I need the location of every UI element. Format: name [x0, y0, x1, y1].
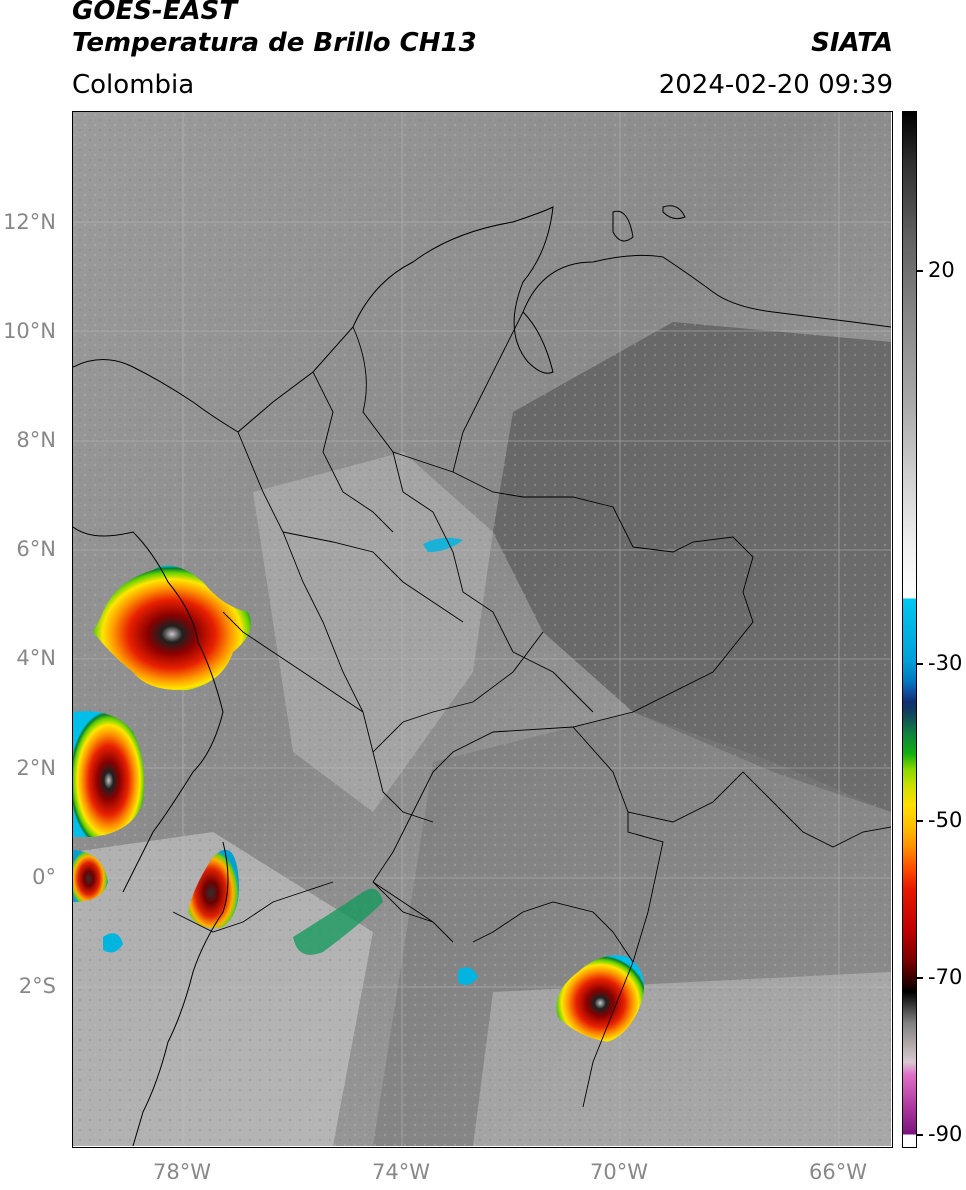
- admin-borders: [172, 311, 892, 1108]
- coastlines: [72, 205, 892, 1147]
- colorbar-label-20: 20: [928, 258, 955, 282]
- source-label: SIATA: [811, 28, 893, 58]
- storm-pacific-south: [73, 850, 108, 902]
- lon-label-70W: 70°W: [590, 1160, 648, 1184]
- lon-label-66W: 66°W: [809, 1160, 867, 1184]
- lat-label-2N: 2°N: [16, 756, 56, 780]
- colorbar-label-minus30: -30: [928, 651, 963, 675]
- lat-label-8N: 8°N: [16, 428, 56, 452]
- colorbar-tick: [917, 977, 923, 979]
- lat-label-4N: 4°N: [16, 646, 56, 670]
- storm-amazon: [556, 955, 644, 1042]
- lat-label-0: 0°: [32, 865, 56, 889]
- colorbar-tick: [917, 1134, 923, 1136]
- colorbar-label-minus70: -70: [928, 965, 963, 989]
- small-cell-1: [458, 967, 478, 986]
- storm-pacific-west: [73, 711, 145, 837]
- lon-label-78W: 78°W: [153, 1160, 211, 1184]
- lat-label-10N: 10°N: [3, 319, 56, 343]
- region-label: Colombia: [72, 70, 195, 100]
- colorbar-tick: [917, 663, 923, 665]
- small-cell-3: [423, 537, 463, 552]
- satellite-title: GOES-EAST: [72, 0, 238, 26]
- storm-pacific-north: [93, 565, 251, 691]
- colorbar-label-minus50: -50: [928, 808, 963, 832]
- lat-label-12N: 12°N: [3, 210, 56, 234]
- colorbar: [902, 111, 917, 1148]
- datetime-label: 2024-02-20 09:39: [658, 70, 893, 100]
- small-cell-2: [103, 933, 123, 953]
- colorbar-label-minus90: -90: [928, 1122, 963, 1146]
- colorbar-tick: [917, 270, 923, 272]
- lat-label-6N: 6°N: [16, 537, 56, 561]
- product-title: Temperatura de Brillo CH13: [72, 28, 477, 58]
- lat-label-2S: 2°S: [18, 974, 56, 998]
- map-canvas: [72, 112, 892, 1147]
- satellite-map[interactable]: [72, 111, 893, 1148]
- storm-ecuador: [188, 849, 239, 928]
- colorbar-tick: [917, 820, 923, 822]
- cloud-band-south: [293, 888, 383, 955]
- lon-label-74W: 74°W: [372, 1160, 430, 1184]
